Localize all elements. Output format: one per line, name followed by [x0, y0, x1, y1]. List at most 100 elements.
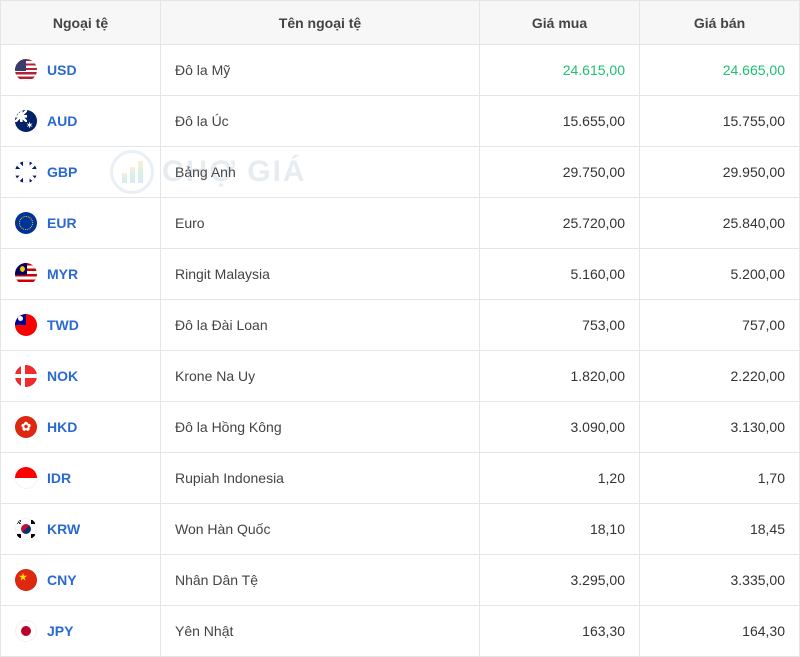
currency-code: IDR [47, 470, 71, 486]
flag-jp-icon [15, 620, 37, 642]
table-row: NOK Krone Na Uy1.820,002.220,00 [1, 351, 800, 402]
currency-code: GBP [47, 164, 77, 180]
buy-price-cell: 1,20 [480, 453, 640, 504]
flag-no-icon [15, 365, 37, 387]
currency-code: CNY [47, 572, 77, 588]
column-header-sell: Giá bán [640, 1, 800, 45]
currency-link-idr[interactable]: IDR [15, 467, 146, 489]
currency-name-cell: Đô la Đài Loan [161, 300, 480, 351]
currency-link-nok[interactable]: NOK [15, 365, 146, 387]
currency-code: USD [47, 62, 77, 78]
currency-code-cell: JPY [1, 606, 161, 657]
sell-price-cell: 164,30 [640, 606, 800, 657]
currency-code-cell: GBP [1, 147, 161, 198]
buy-price-cell: 24.615,00 [480, 45, 640, 96]
currency-link-krw[interactable]: KRW [15, 518, 146, 540]
currency-code: JPY [47, 623, 73, 639]
currency-link-aud[interactable]: AUD [15, 110, 146, 132]
currency-name-cell: Rupiah Indonesia [161, 453, 480, 504]
sell-price-cell: 15.755,00 [640, 96, 800, 147]
sell-price-cell: 25.840,00 [640, 198, 800, 249]
flag-id-icon [15, 467, 37, 489]
table-row: MYR Ringit Malaysia5.160,005.200,00 [1, 249, 800, 300]
currency-code-cell: KRW [1, 504, 161, 555]
sell-price-cell: 2.220,00 [640, 351, 800, 402]
buy-price-cell: 5.160,00 [480, 249, 640, 300]
buy-price-cell: 3.090,00 [480, 402, 640, 453]
currency-code: KRW [47, 521, 80, 537]
flag-tw-icon [15, 314, 37, 336]
currency-code: AUD [47, 113, 77, 129]
currency-name-cell: Yên Nhật [161, 606, 480, 657]
sell-price-cell: 18,45 [640, 504, 800, 555]
column-header-buy: Giá mua [480, 1, 640, 45]
table-row: CNY Nhân Dân Tệ3.295,003.335,00 [1, 555, 800, 606]
currency-name-cell: Won Hàn Quốc [161, 504, 480, 555]
table-row: HKD Đô la Hồng Kông3.090,003.130,00 [1, 402, 800, 453]
currency-code-cell: USD [1, 45, 161, 96]
table-row: AUD Đô la Úc15.655,0015.755,00 [1, 96, 800, 147]
sell-price-cell: 3.130,00 [640, 402, 800, 453]
currency-code-cell: MYR [1, 249, 161, 300]
flag-hk-icon [15, 416, 37, 438]
column-header-name: Tên ngoại tệ [161, 1, 480, 45]
currency-link-myr[interactable]: MYR [15, 263, 146, 285]
sell-price-cell: 24.665,00 [640, 45, 800, 96]
currency-code-cell: HKD [1, 402, 161, 453]
currency-code-cell: TWD [1, 300, 161, 351]
currency-link-usd[interactable]: USD [15, 59, 146, 81]
buy-price-cell: 1.820,00 [480, 351, 640, 402]
exchange-rate-table: Ngoại tệ Tên ngoại tệ Giá mua Giá bán US… [0, 0, 800, 657]
sell-price-cell: 3.335,00 [640, 555, 800, 606]
sell-price-cell: 5.200,00 [640, 249, 800, 300]
currency-link-hkd[interactable]: HKD [15, 416, 146, 438]
sell-price-cell: 757,00 [640, 300, 800, 351]
currency-code-cell: NOK [1, 351, 161, 402]
flag-au-icon [15, 110, 37, 132]
currency-link-twd[interactable]: TWD [15, 314, 146, 336]
currency-code: HKD [47, 419, 77, 435]
currency-code: NOK [47, 368, 78, 384]
currency-name-cell: Ringit Malaysia [161, 249, 480, 300]
buy-price-cell: 29.750,00 [480, 147, 640, 198]
flag-eu-icon [15, 212, 37, 234]
currency-code-cell: EUR [1, 198, 161, 249]
buy-price-cell: 3.295,00 [480, 555, 640, 606]
table-row: EUR Euro25.720,0025.840,00 [1, 198, 800, 249]
currency-code-cell: IDR [1, 453, 161, 504]
table-row: KRW Won Hàn Quốc18,1018,45 [1, 504, 800, 555]
column-header-code: Ngoại tệ [1, 1, 161, 45]
currency-name-cell: Đô la Hồng Kông [161, 402, 480, 453]
table-row: USD Đô la Mỹ24.615,0024.665,00 [1, 45, 800, 96]
currency-link-gbp[interactable]: GBP [15, 161, 146, 183]
table-row: JPY Yên Nhật163,30164,30 [1, 606, 800, 657]
sell-price-cell: 1,70 [640, 453, 800, 504]
currency-name-cell: Bảng Anh [161, 147, 480, 198]
currency-code: TWD [47, 317, 79, 333]
buy-price-cell: 15.655,00 [480, 96, 640, 147]
table-row: IDR Rupiah Indonesia1,201,70 [1, 453, 800, 504]
currency-link-cny[interactable]: CNY [15, 569, 146, 591]
flag-cn-icon [15, 569, 37, 591]
sell-price-cell: 29.950,00 [640, 147, 800, 198]
currency-name-cell: Đô la Úc [161, 96, 480, 147]
flag-us-icon [15, 59, 37, 81]
currency-link-eur[interactable]: EUR [15, 212, 146, 234]
currency-code: EUR [47, 215, 77, 231]
currency-code: MYR [47, 266, 78, 282]
flag-kr-icon [15, 518, 37, 540]
flag-gb-icon [15, 161, 37, 183]
currency-name-cell: Đô la Mỹ [161, 45, 480, 96]
currency-name-cell: Krone Na Uy [161, 351, 480, 402]
currency-name-cell: Euro [161, 198, 480, 249]
buy-price-cell: 18,10 [480, 504, 640, 555]
buy-price-cell: 753,00 [480, 300, 640, 351]
table-row: TWD Đô la Đài Loan753,00757,00 [1, 300, 800, 351]
table-row: GBP Bảng Anh29.750,0029.950,00 [1, 147, 800, 198]
buy-price-cell: 25.720,00 [480, 198, 640, 249]
currency-name-cell: Nhân Dân Tệ [161, 555, 480, 606]
flag-my-icon [15, 263, 37, 285]
currency-link-jpy[interactable]: JPY [15, 620, 146, 642]
buy-price-cell: 163,30 [480, 606, 640, 657]
currency-code-cell: AUD [1, 96, 161, 147]
